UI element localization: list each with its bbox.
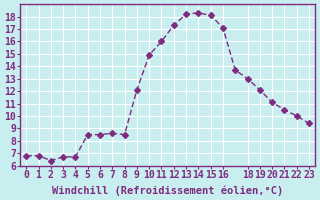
X-axis label: Windchill (Refroidissement éolien,°C): Windchill (Refroidissement éolien,°C) — [52, 185, 283, 196]
